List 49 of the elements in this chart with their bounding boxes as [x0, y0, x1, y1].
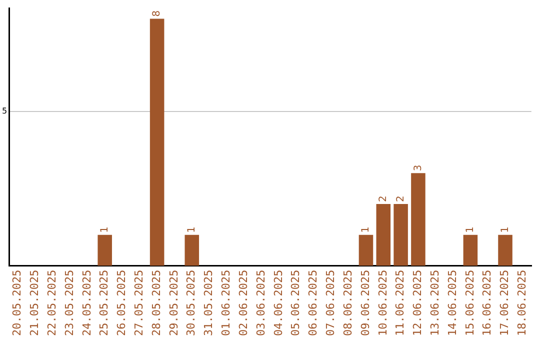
x-tick-label: 26.05.2025: [115, 270, 128, 336]
x-tick-label: 06.06.2025: [306, 270, 320, 336]
x-tick-label: 03.06.2025: [254, 270, 268, 336]
data-label: 1: [99, 226, 110, 233]
x-tick-label: 27.05.2025: [132, 270, 146, 336]
x-tick-label: 01.06.2025: [220, 270, 233, 336]
data-label: 1: [360, 226, 372, 233]
x-tick-label: 14.06.2025: [446, 270, 459, 336]
x-tick-label: 21.05.2025: [28, 270, 42, 336]
x-tick-label: 10.06.2025: [376, 270, 390, 336]
bar: [463, 234, 478, 266]
data-label: 8: [152, 10, 163, 17]
x-tick-label: 24.05.2025: [80, 270, 94, 336]
y-tick-label: 5: [2, 106, 8, 116]
bar: [184, 234, 200, 266]
x-tick-label: 28.05.2025: [150, 270, 163, 336]
data-label: 1: [186, 226, 198, 233]
x-tick-label: 25.05.2025: [98, 270, 111, 336]
bar: [150, 18, 164, 266]
data-label: 2: [395, 196, 406, 202]
bar: [376, 204, 391, 266]
data-label: 2: [378, 196, 389, 202]
x-tick-label: 18.06.2025: [516, 270, 529, 336]
x-tick-label: 13.06.2025: [428, 270, 442, 336]
bar: [358, 234, 374, 266]
x-tick-label: 09.06.2025: [358, 270, 372, 336]
x-tick-label: 30.05.2025: [184, 270, 198, 336]
x-tick-label: 04.06.2025: [272, 270, 285, 336]
data-label: 3: [412, 164, 424, 172]
x-tick-label: 02.06.2025: [236, 270, 250, 336]
x-tick-label: 12.06.2025: [411, 270, 424, 336]
x-tick-label: 22.05.2025: [45, 270, 58, 336]
x-tick-label: 29.05.2025: [167, 270, 180, 336]
x-tick-label: 23.05.2025: [62, 270, 76, 336]
x-tick-label: 08.06.2025: [341, 270, 354, 336]
x-tick-label: 07.06.2025: [324, 270, 338, 336]
x-tick-label: 20.05.2025: [10, 270, 24, 336]
bar: [394, 204, 408, 266]
bar: [498, 234, 512, 266]
x-tick-label: 31.05.2025: [202, 270, 216, 336]
x-tick-label: 05.06.2025: [289, 270, 302, 336]
x-tick-label: 16.06.2025: [480, 270, 494, 336]
data-label: 1: [465, 226, 476, 233]
data-label: 1: [500, 226, 511, 233]
x-tick-label: 11.06.2025: [394, 270, 407, 336]
bar: [411, 173, 426, 266]
bar: [98, 234, 112, 266]
x-tick-label: 17.06.2025: [498, 270, 512, 336]
x-tick-label: 15.06.2025: [463, 270, 476, 336]
